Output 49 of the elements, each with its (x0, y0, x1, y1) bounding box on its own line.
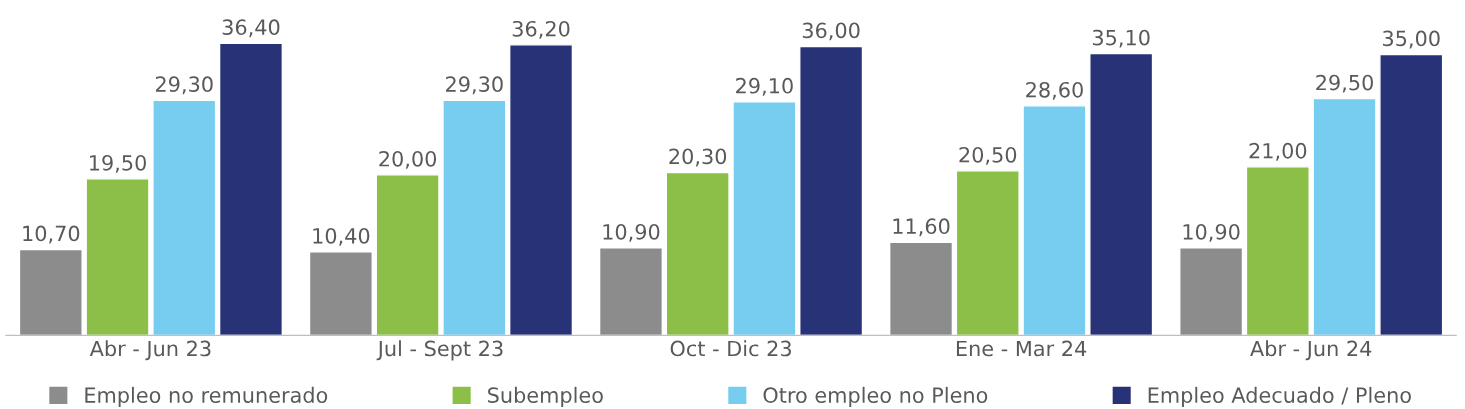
bar (375, 174, 440, 336)
legend-label: Empleo no remunerado (85, 386, 328, 408)
data-label: 21,00 (1249, 142, 1307, 161)
bar (888, 241, 954, 336)
bar (799, 45, 864, 336)
data-label: 36,00 (802, 22, 860, 41)
x-tick-label: Abr - Jun 23 (89, 340, 211, 361)
bar (1312, 97, 1377, 336)
data-label: 29,10 (736, 77, 793, 96)
data-label: 19,50 (90, 154, 146, 173)
data-label: 29,30 (446, 76, 503, 95)
bar (1245, 166, 1310, 336)
data-label: 20,50 (959, 146, 1017, 165)
x-tick-label: Jul - Sept 23 (376, 340, 503, 361)
bar (1022, 105, 1087, 336)
legend-label: Otro empleo no Pleno (763, 386, 988, 408)
bar (508, 44, 574, 336)
bar (665, 171, 730, 336)
data-label: 36,40 (222, 19, 280, 38)
data-label: 10,70 (23, 225, 80, 244)
x-tick-label: Oct - Dic 23 (670, 340, 791, 357)
bar (1089, 52, 1154, 336)
bar (732, 101, 797, 336)
data-label: 28,60 (1026, 81, 1083, 100)
data-label: 11,60 (893, 218, 950, 237)
data-label: 36,20 (512, 20, 570, 39)
data-label: 10,90 (1183, 223, 1240, 242)
legend-label: Subempleo (488, 386, 603, 408)
bar (1379, 53, 1444, 336)
bar (85, 178, 150, 336)
x-tick-label: Ene - Mar 24 (956, 340, 1087, 357)
data-label: 29,50 (1316, 74, 1373, 93)
data-label: 20,30 (669, 148, 727, 167)
data-label: 10,90 (603, 223, 660, 242)
bar (1179, 247, 1244, 336)
bar (18, 248, 83, 336)
bar (955, 170, 1020, 336)
bar (152, 99, 217, 336)
data-label: 35,10 (1092, 29, 1150, 48)
legend-label: Empleo Adecuado / Pleno (1148, 386, 1411, 408)
data-label: 20,00 (379, 150, 437, 169)
data-label: 29,30 (155, 76, 213, 95)
bar (598, 247, 664, 336)
data-label: 10,40 (313, 227, 370, 246)
bar (308, 251, 373, 336)
data-label: 35,00 (1383, 30, 1440, 49)
x-tick-label: Abr - Jun 24 (1250, 340, 1372, 361)
bar (218, 42, 284, 336)
bar (442, 99, 507, 336)
